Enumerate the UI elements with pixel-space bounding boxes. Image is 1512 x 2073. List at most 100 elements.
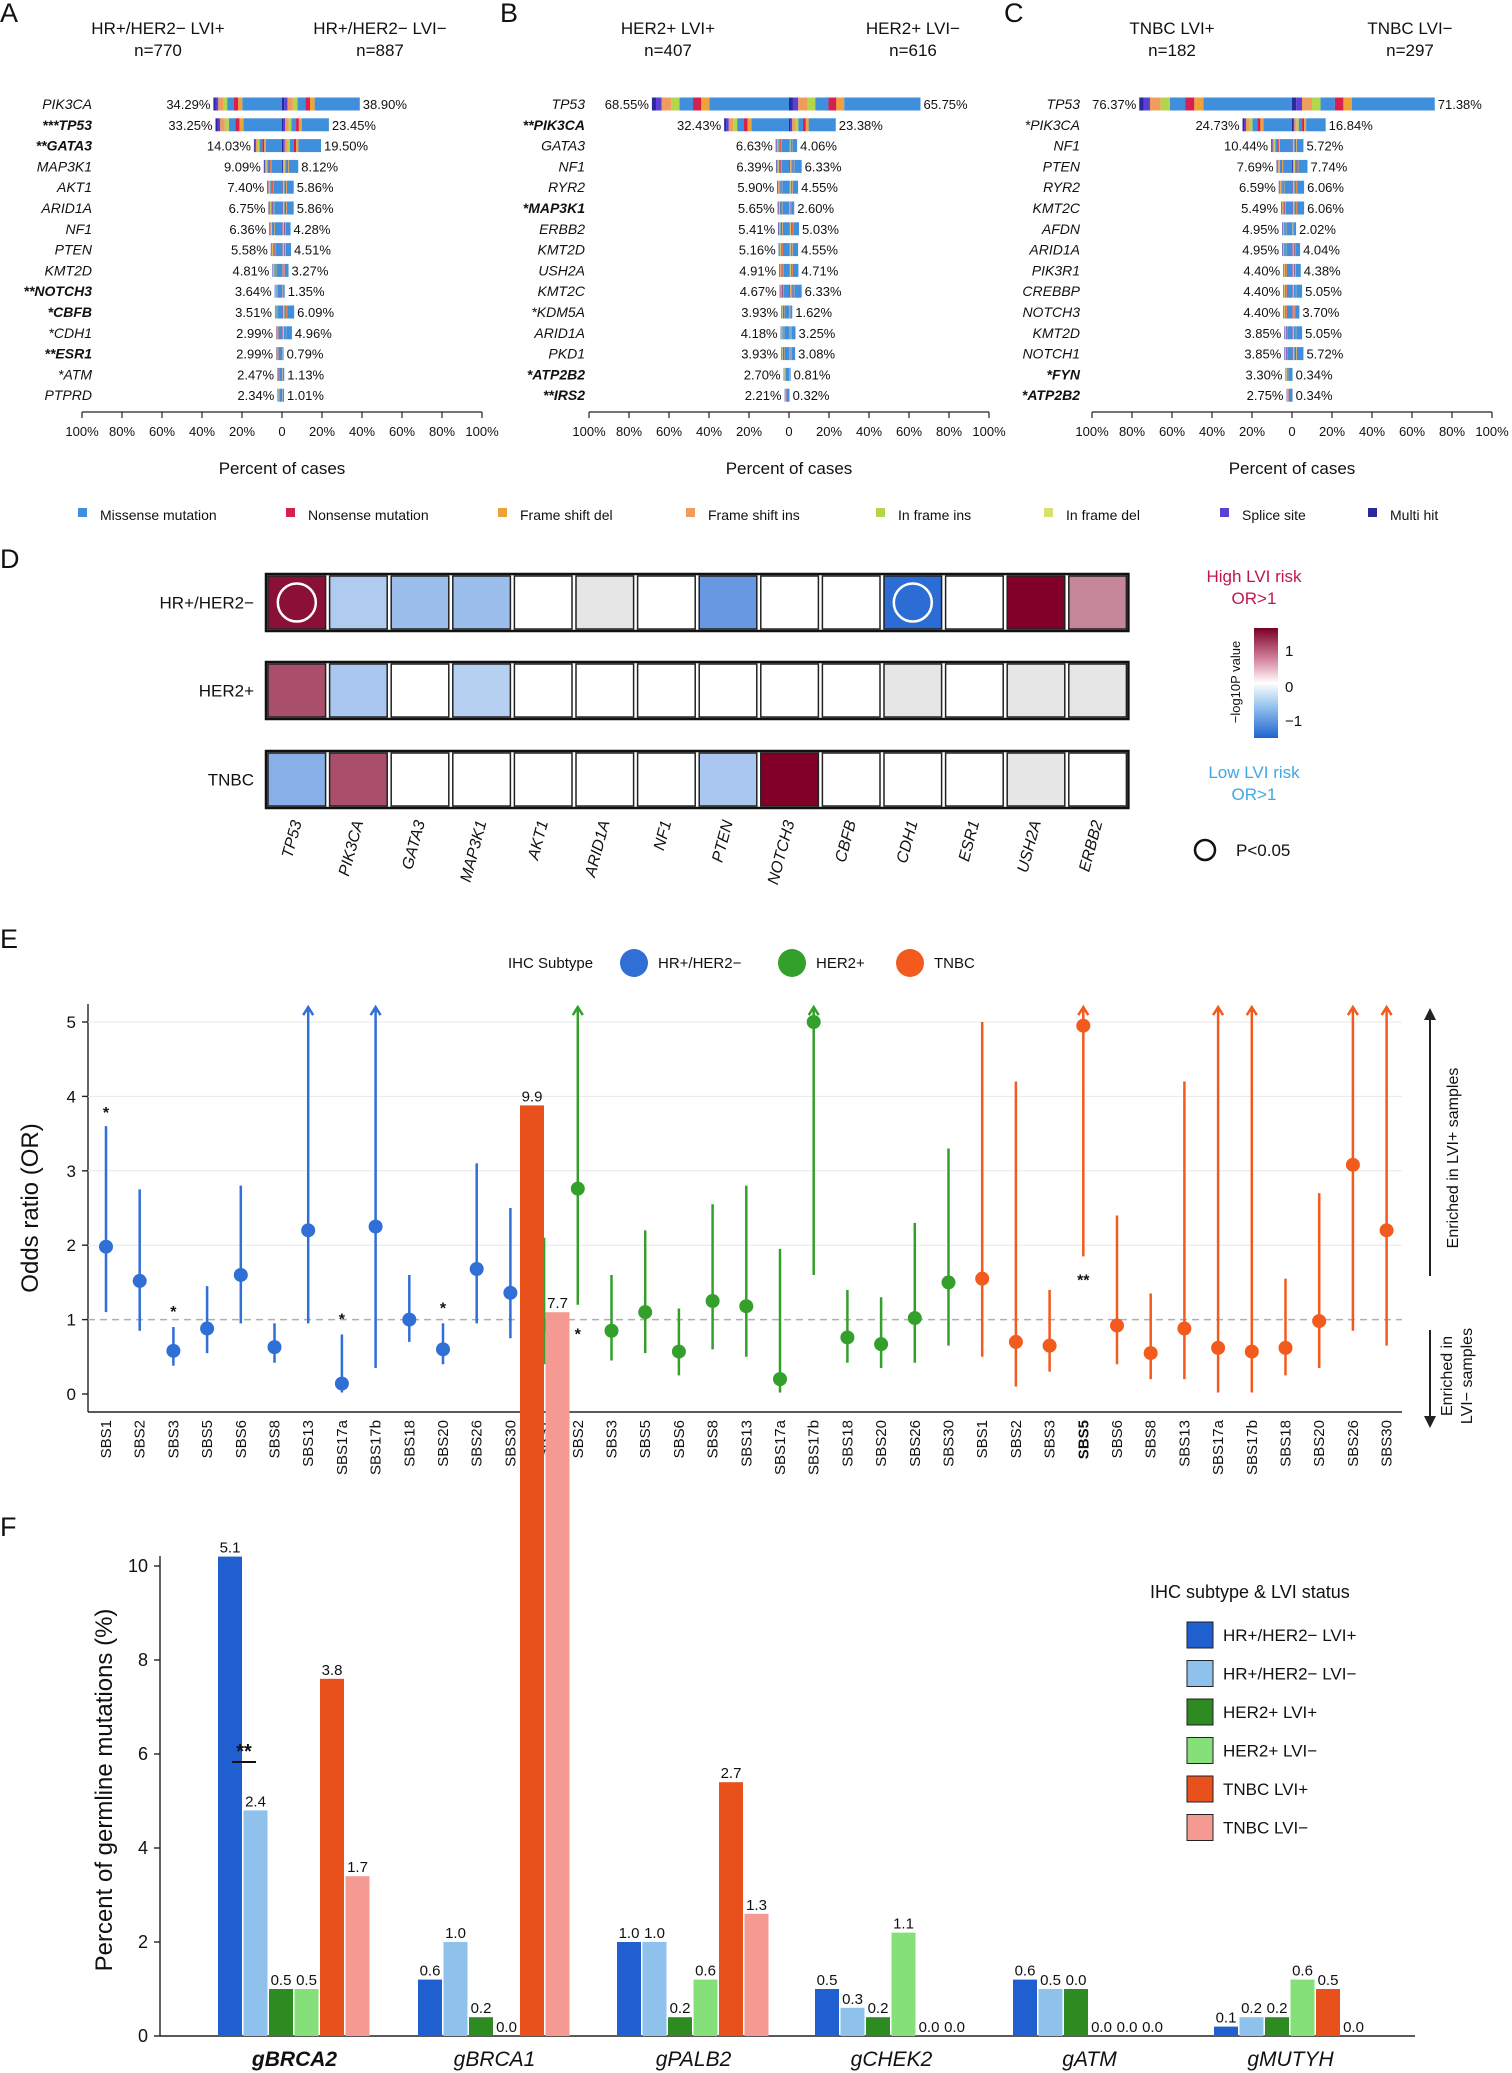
heatmap-column-label: AKT1 xyxy=(525,819,552,863)
bar-value-label: 1.3 xyxy=(746,1897,767,1914)
group-right-title: HR+/HER2− LVI− xyxy=(313,19,446,38)
bar-segment-right xyxy=(1296,180,1298,194)
bar-value-label: 0.2 xyxy=(868,2000,889,2017)
bar-value-right: 2.60% xyxy=(797,201,834,216)
bar-segment-left xyxy=(776,159,778,173)
bar-segment-right xyxy=(1294,284,1296,298)
heatmap-cell xyxy=(575,752,635,807)
x-tick-label: 60% xyxy=(149,424,175,439)
bar-segment-right xyxy=(1295,263,1296,277)
panel-c: TNBC LVI+ n=182 TNBC LVI− n=297 TP53 76.37% 71… xyxy=(1022,19,1509,478)
legend-label: HER2+ LVI+ xyxy=(1223,1703,1317,1722)
bar-segment-right xyxy=(283,180,285,194)
bar-value-label: 0.6 xyxy=(420,1963,441,1980)
heatmap-column-label: USH2A xyxy=(1015,819,1045,875)
heatmap-column-label: ESR1 xyxy=(956,819,983,864)
bar-segment-left xyxy=(254,139,256,153)
bar-segment-left xyxy=(780,180,782,194)
bar-segment-right xyxy=(807,97,816,111)
bar-segment-right xyxy=(1293,263,1294,277)
legend-label: Frame shift ins xyxy=(708,507,800,523)
bar-segment-right xyxy=(1295,139,1297,153)
bar-segment-left xyxy=(1244,118,1247,132)
bar-segment-left xyxy=(778,159,779,173)
y-tick-label: 6 xyxy=(138,1744,148,1764)
bar-segment-right xyxy=(285,180,287,194)
germline-bar xyxy=(269,1989,293,2036)
bar-segment-right xyxy=(790,347,791,361)
bar-value-label: 0.0 xyxy=(1066,1972,1087,1989)
gene-label: AFDN xyxy=(1041,221,1081,237)
heatmap-cell xyxy=(328,575,388,630)
bar-segment-left xyxy=(1139,97,1144,111)
bar-value-left: 4.40% xyxy=(1243,263,1280,278)
bar-segment-left xyxy=(278,347,282,361)
bar-segment-left xyxy=(1286,222,1292,236)
bar-segment-right xyxy=(291,118,297,132)
bar-segment-right xyxy=(286,326,292,340)
bar-segment-right xyxy=(1294,180,1296,194)
bar-segment-right xyxy=(1296,139,1297,153)
bar-value-left: 76.37% xyxy=(1092,97,1137,112)
bar-segment-right xyxy=(282,118,284,132)
bar-segment-left xyxy=(778,222,780,236)
bar-segment-left xyxy=(782,222,783,236)
bar-segment-left xyxy=(782,201,789,215)
bar-segment-right xyxy=(805,118,809,132)
y-tick-label: 3 xyxy=(67,1162,76,1181)
bar-segment-right xyxy=(282,201,284,215)
x-tick-label: 80% xyxy=(109,424,135,439)
bar-value-label: 5.1 xyxy=(220,1540,241,1557)
heatmap-row-frame xyxy=(264,572,1130,633)
gene-label: *KDM5A xyxy=(531,304,585,320)
gene-label: PTPRD xyxy=(45,387,92,403)
bar-segment-left xyxy=(271,201,273,215)
bar-segment-right xyxy=(1311,97,1321,111)
legend-item-in-frame-ins: In frame ins xyxy=(876,507,971,523)
bar-value-right: 5.05% xyxy=(1305,326,1342,341)
bar-segment-left xyxy=(1284,326,1286,340)
bar-segment-right xyxy=(283,305,285,319)
bar-segment-left xyxy=(1284,284,1286,298)
bar-segment-right xyxy=(1293,159,1295,173)
bar-segment-right xyxy=(1334,97,1344,111)
bar-segment-left xyxy=(781,263,783,277)
colorbar-label: −log10P value xyxy=(1228,641,1243,724)
x-tick-label: 20% xyxy=(229,424,255,439)
bar-value-label: 0.0 xyxy=(496,2019,517,2036)
bar-segment-left xyxy=(1282,159,1284,173)
x-tick-label: 100% xyxy=(572,424,606,439)
gene-label: *CBFB xyxy=(48,304,92,320)
odds-ratio-point xyxy=(99,1239,113,1254)
bar-value-right: 3.27% xyxy=(292,263,329,278)
bar-segment-right xyxy=(1293,326,1295,340)
bar-value-right: 4.55% xyxy=(801,243,838,258)
bar-segment-left xyxy=(780,243,781,257)
x-tick-label: SBS8 xyxy=(1143,1420,1160,1458)
legend-marker xyxy=(620,949,648,977)
significance-circle xyxy=(276,582,318,623)
odds-ratio-point xyxy=(773,1372,787,1387)
bar-segment-right xyxy=(288,118,292,132)
bar-segment-right xyxy=(1292,263,1294,277)
heatmap-column-label: CBFB xyxy=(833,818,861,864)
bar-segment-left xyxy=(1281,180,1283,194)
heatmap-cell xyxy=(760,663,820,718)
bar-value-right: 4.71% xyxy=(801,263,838,278)
y-axis-title: Odds ratio (OR) xyxy=(17,1123,44,1292)
bar-segment-right xyxy=(789,284,790,298)
legend-low-risk-or: OR>1 xyxy=(1232,785,1277,804)
ci-arrow xyxy=(369,1004,382,1016)
bar-segment-right xyxy=(284,201,286,215)
bar-value-right: 1.62% xyxy=(795,305,832,320)
side-label-down-1: Enriched in xyxy=(1439,1336,1456,1416)
bar-value-left: 68.55% xyxy=(605,97,650,112)
group-left-n: n=407 xyxy=(644,41,692,60)
bar-segment-right xyxy=(1296,201,1298,215)
bar-segment-left xyxy=(1286,243,1292,257)
colorbar-tick: 0 xyxy=(1285,679,1293,696)
bar-segment-right xyxy=(282,347,284,361)
bar-segment-left xyxy=(1252,118,1258,132)
bar-segment-left xyxy=(268,201,270,215)
bar-segment-right xyxy=(1294,326,1296,340)
